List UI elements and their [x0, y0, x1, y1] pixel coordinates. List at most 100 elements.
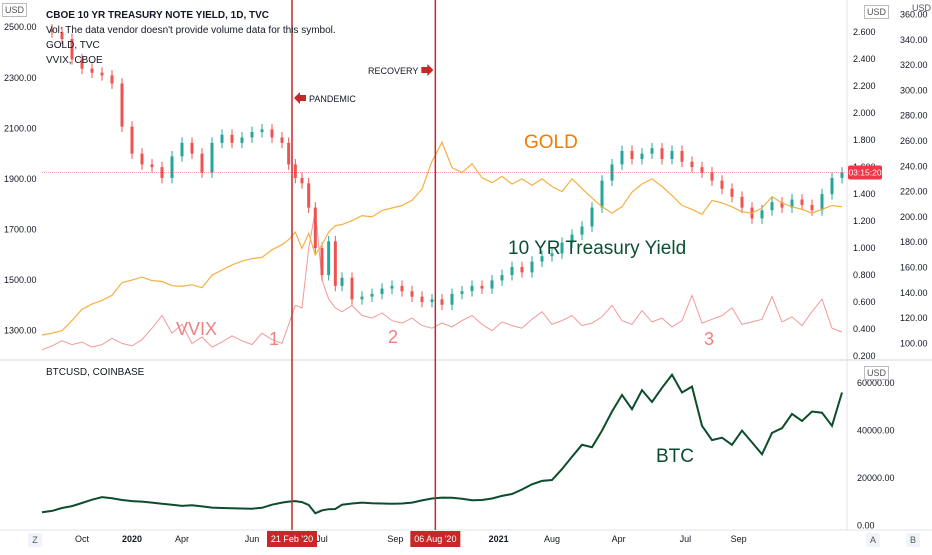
treasury-candle-body[interactable] — [313, 207, 317, 249]
treasury-candle-body[interactable] — [590, 207, 594, 227]
treasury-candle-body[interactable] — [220, 134, 224, 143]
treasury-candle-body[interactable] — [840, 172, 844, 178]
treasury-candle-body[interactable] — [630, 150, 634, 160]
treasury-candle-body[interactable] — [210, 142, 214, 173]
treasury-candle-body[interactable] — [80, 59, 84, 69]
treasury-candle-body[interactable] — [130, 126, 134, 154]
btc-legend[interactable]: BTCUSD, COINBASE — [46, 367, 145, 378]
treasury-candle-body[interactable] — [150, 164, 154, 168]
treasury-candle-body[interactable] — [650, 148, 654, 154]
treasury-candle-body[interactable] — [240, 137, 244, 143]
treasury-candle-body[interactable] — [640, 153, 644, 160]
treasury-candle-body[interactable] — [390, 285, 394, 289]
treasury-candle-body[interactable] — [800, 199, 804, 205]
treasury-candle-body[interactable] — [110, 75, 114, 84]
treasury-candle-body[interactable] — [550, 253, 554, 257]
treasury-candle-body[interactable] — [287, 142, 291, 165]
legend-vvix[interactable]: VVIX, CBOE — [46, 55, 103, 66]
treasury-candle-body[interactable] — [307, 183, 311, 208]
treasury-candle-body[interactable] — [350, 277, 354, 300]
right-axis-2-currency-label[interactable]: USD — [912, 3, 932, 13]
treasury-candle-body[interactable] — [540, 256, 544, 262]
treasury-candle-body[interactable] — [90, 68, 94, 73]
event-date-tag-text[interactable]: 21 Feb '20 — [271, 534, 313, 544]
treasury-candle-body[interactable] — [570, 234, 574, 243]
treasury-candle-body[interactable] — [500, 275, 504, 281]
treasury-candle-body[interactable] — [293, 164, 297, 178]
treasury-candle-body[interactable] — [260, 129, 264, 133]
treasury-candle-body[interactable] — [470, 285, 474, 292]
last-value-tag-text[interactable]: 03:15:20 — [848, 168, 881, 178]
left-axis-currency-label[interactable]: USD — [2, 3, 28, 17]
log-scale-button[interactable]: B — [906, 533, 920, 547]
right-axis-1-currency-label[interactable]: USD — [864, 5, 890, 19]
treasury-candle-body[interactable] — [680, 150, 684, 162]
last-value-tag[interactable] — [848, 165, 882, 180]
treasury-candle-body[interactable] — [790, 199, 794, 208]
treasury-candle-body[interactable] — [760, 210, 764, 219]
treasury-candle-body[interactable] — [120, 83, 124, 127]
treasury-candle-body[interactable] — [420, 296, 424, 303]
treasury-candle-body[interactable] — [780, 202, 784, 208]
treasury-candle-body[interactable] — [250, 132, 254, 138]
zoom-reset-button[interactable]: Z — [28, 533, 42, 547]
treasury-candle-body[interactable] — [460, 291, 464, 294]
treasury-candle-body[interactable] — [690, 161, 694, 168]
treasury-candle-body[interactable] — [510, 266, 514, 276]
treasury-candle-body[interactable] — [830, 177, 834, 195]
treasury-candle-body[interactable] — [327, 241, 331, 276]
treasury-candle-body[interactable] — [670, 150, 674, 160]
treasury-candle-body[interactable] — [70, 38, 74, 60]
treasury-candle-body[interactable] — [200, 153, 204, 173]
treasury-candle-body[interactable] — [560, 242, 564, 254]
btc-series-line[interactable] — [41, 372, 843, 515]
treasury-candle-body[interactable] — [720, 180, 724, 189]
treasury-candle-body[interactable] — [60, 32, 64, 39]
treasury-candle-body[interactable] — [230, 134, 234, 143]
treasury-candle-body[interactable] — [480, 285, 484, 289]
treasury-candle-body[interactable] — [170, 156, 174, 178]
treasury-candle-body[interactable] — [340, 277, 344, 286]
treasury-candle-body[interactable] — [490, 280, 494, 289]
treasury-candle-body[interactable] — [100, 72, 104, 76]
treasury-candle-body[interactable] — [333, 241, 337, 286]
treasury-candle-body[interactable] — [410, 291, 414, 297]
treasury-candle-body[interactable] — [320, 248, 324, 276]
treasury-candle-body[interactable] — [710, 172, 714, 181]
treasury-candle-body[interactable] — [360, 296, 364, 300]
treasury-candle-body[interactable] — [810, 204, 814, 211]
treasury-candle-body[interactable] — [440, 299, 444, 305]
gold-series-line[interactable] — [41, 140, 843, 336]
event-date-tag[interactable] — [410, 531, 461, 547]
treasury-candle-body[interactable] — [380, 288, 384, 294]
treasury-candle-body[interactable] — [270, 129, 274, 138]
treasury-candle-body[interactable] — [280, 137, 284, 143]
treasury-candle-body[interactable] — [140, 153, 144, 165]
event-date-tag-text[interactable]: 06 Aug '20 — [414, 534, 456, 544]
treasury-candle-body[interactable] — [600, 180, 604, 208]
vvix-series-line[interactable] — [41, 210, 843, 351]
treasury-candle-body[interactable] — [620, 150, 624, 165]
treasury-candle-body[interactable] — [50, 29, 54, 33]
treasury-candle-body[interactable] — [300, 177, 304, 184]
treasury-candle-body[interactable] — [370, 293, 374, 297]
event-date-tag[interactable] — [267, 531, 317, 547]
treasury-candle-body[interactable] — [530, 261, 534, 273]
treasury-candle-body[interactable] — [430, 299, 434, 303]
legend-gold[interactable]: GOLD, TVC — [46, 40, 100, 51]
treasury-candle-body[interactable] — [180, 142, 184, 157]
treasury-candle-body[interactable] — [770, 202, 774, 211]
treasury-candle-body[interactable] — [450, 293, 454, 305]
legend-title[interactable]: CBOE 10 YR TREASURY NOTE YIELD, 1D, TVC — [46, 10, 270, 21]
btc-axis-currency-label[interactable]: USD — [864, 366, 890, 380]
treasury-candle-body[interactable] — [700, 167, 704, 173]
auto-scale-button[interactable]: A — [866, 533, 880, 547]
treasury-candle-body[interactable] — [730, 188, 734, 197]
treasury-candle-body[interactable] — [740, 196, 744, 208]
treasury-candle-body[interactable] — [820, 194, 824, 211]
treasury-candle-body[interactable] — [190, 142, 194, 154]
treasury-candle-body[interactable] — [400, 285, 404, 292]
treasury-candle-body[interactable] — [580, 226, 584, 235]
